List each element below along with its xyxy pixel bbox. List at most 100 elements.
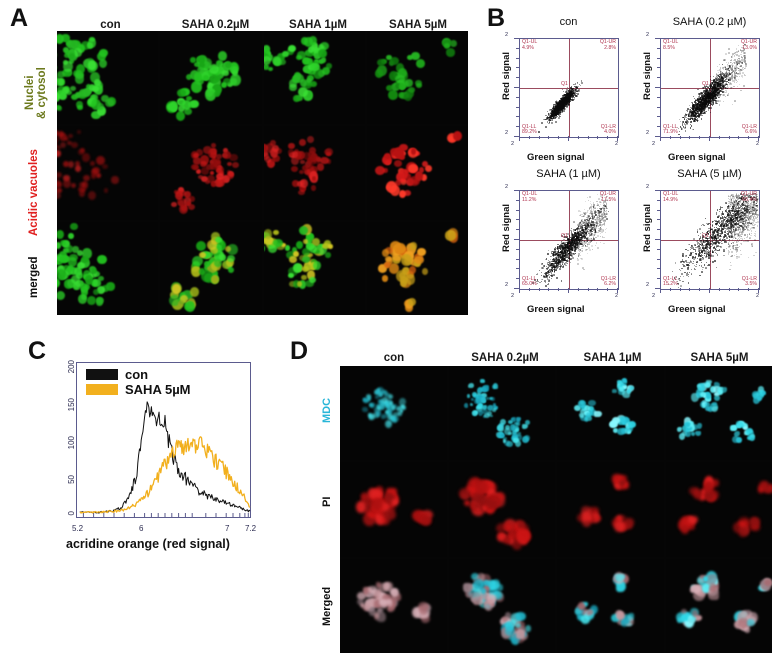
scatter-point [555,120,557,123]
y-axis-min-tick-label: 2 [505,130,509,136]
scatter-point [721,91,724,93]
scatter-point [588,207,590,209]
scatter-point [711,92,713,94]
scatter-point [602,228,604,230]
scatter-point [572,92,574,95]
scatter-point [540,281,542,284]
scatter-point [570,258,573,260]
scatter-point [580,79,583,82]
quadrant-stat-ul-value: 4.9% [522,44,534,51]
scatter-point [571,256,574,259]
scatter-point [565,101,567,103]
scatter-point [547,113,549,115]
scatter-point [555,115,557,117]
scatter-point [574,95,576,97]
scatter-point [570,227,572,229]
scatter-point [738,55,740,58]
panel-a-row-label-merged: merged [28,256,40,298]
scatter-point [551,106,554,109]
x-axis-tick [577,136,579,139]
flow-x-axis-label: Green signal [668,152,726,163]
panel-a-row-label-acidic-vacuoles: Acidic vacuoles [28,149,40,237]
scatter-point [678,130,681,133]
scatter-point [553,273,555,276]
scatter-point [691,115,694,117]
scatter-point [548,122,550,125]
scatter-point [571,255,573,257]
scatter-point [603,236,605,239]
scatter-point [711,86,714,89]
scatter-point [573,83,574,85]
x-axis-tick [548,136,550,139]
scatter-point [589,207,592,209]
y-axis-tick [655,87,660,88]
scatter-point [557,113,559,115]
quadrant-stat-ul-value: 8.5% [663,44,675,51]
scatter-point [575,92,577,94]
scatter-point [556,102,559,105]
scatter-point [575,89,577,92]
scatter-point [736,67,738,70]
scatter-point [729,82,732,85]
quadrant-stat-ur: Q1-UR 2.8% [600,39,616,51]
scatter-point [588,199,590,201]
quadrant-horizontal-line [520,88,618,89]
scatter-point [708,93,710,95]
scatter-point [571,94,574,97]
scatter-point [681,126,682,128]
scatter-point [551,122,553,124]
scatter-point [604,229,606,231]
scatter-point [730,77,733,80]
y-axis-tick [516,106,519,108]
scatter-point [577,85,580,87]
scatter-point [541,280,542,282]
scatter-point [702,108,705,111]
scatter-point [595,219,597,222]
scatter-point [724,59,727,61]
x-axis-tick [718,136,720,139]
scatter-point [605,203,608,205]
scatter-point [573,83,575,85]
scatter-point [736,54,738,56]
scatter-point [741,57,743,58]
scatter-point [563,90,565,92]
scatter-point [737,50,740,52]
scatter-point [560,109,562,111]
panel-a-image-acidic-saha5 [366,126,468,220]
scatter-point [545,118,547,121]
y-axis-tick [516,116,519,118]
scatter-point [573,91,576,94]
y-axis-tick [657,67,660,69]
scatter-point [596,207,598,209]
scatter-point [556,277,558,279]
panel-a-column-header-saha5: SAHA 5µM [389,19,447,31]
scatter-point [733,85,735,88]
scatter-point [561,110,563,112]
flow-plot-box: Q1 Q1-UL 8.5% Q1-UR 13.0% Q1-LL 71.9% Q1-LR 6.6% [660,38,760,138]
scatter-point [722,93,725,96]
scatter-point [582,268,585,271]
scatter-point [552,117,555,119]
scatter-point [555,113,557,115]
scatter-point [738,59,740,62]
scatter-point [731,75,733,77]
scatter-point [690,121,692,123]
scatter-point [546,117,548,119]
scatter-point [536,274,538,276]
scatter-point [567,86,569,88]
x-axis-tick [699,136,701,139]
scatter-point [574,89,576,92]
scatter-point [581,82,583,84]
y-axis-tick [516,96,519,98]
scatter-point [576,82,578,84]
scatter-point [553,105,555,107]
x-axis-tick [728,136,730,139]
scatter-point [571,97,573,99]
scatter-point [561,105,562,107]
scatter-point [699,108,701,111]
panel-a-image-merged-saha5 [366,221,468,315]
scatter-point [544,259,546,261]
scatter-point [561,111,563,114]
scatter-point [548,115,551,118]
scatter-point [734,56,736,58]
